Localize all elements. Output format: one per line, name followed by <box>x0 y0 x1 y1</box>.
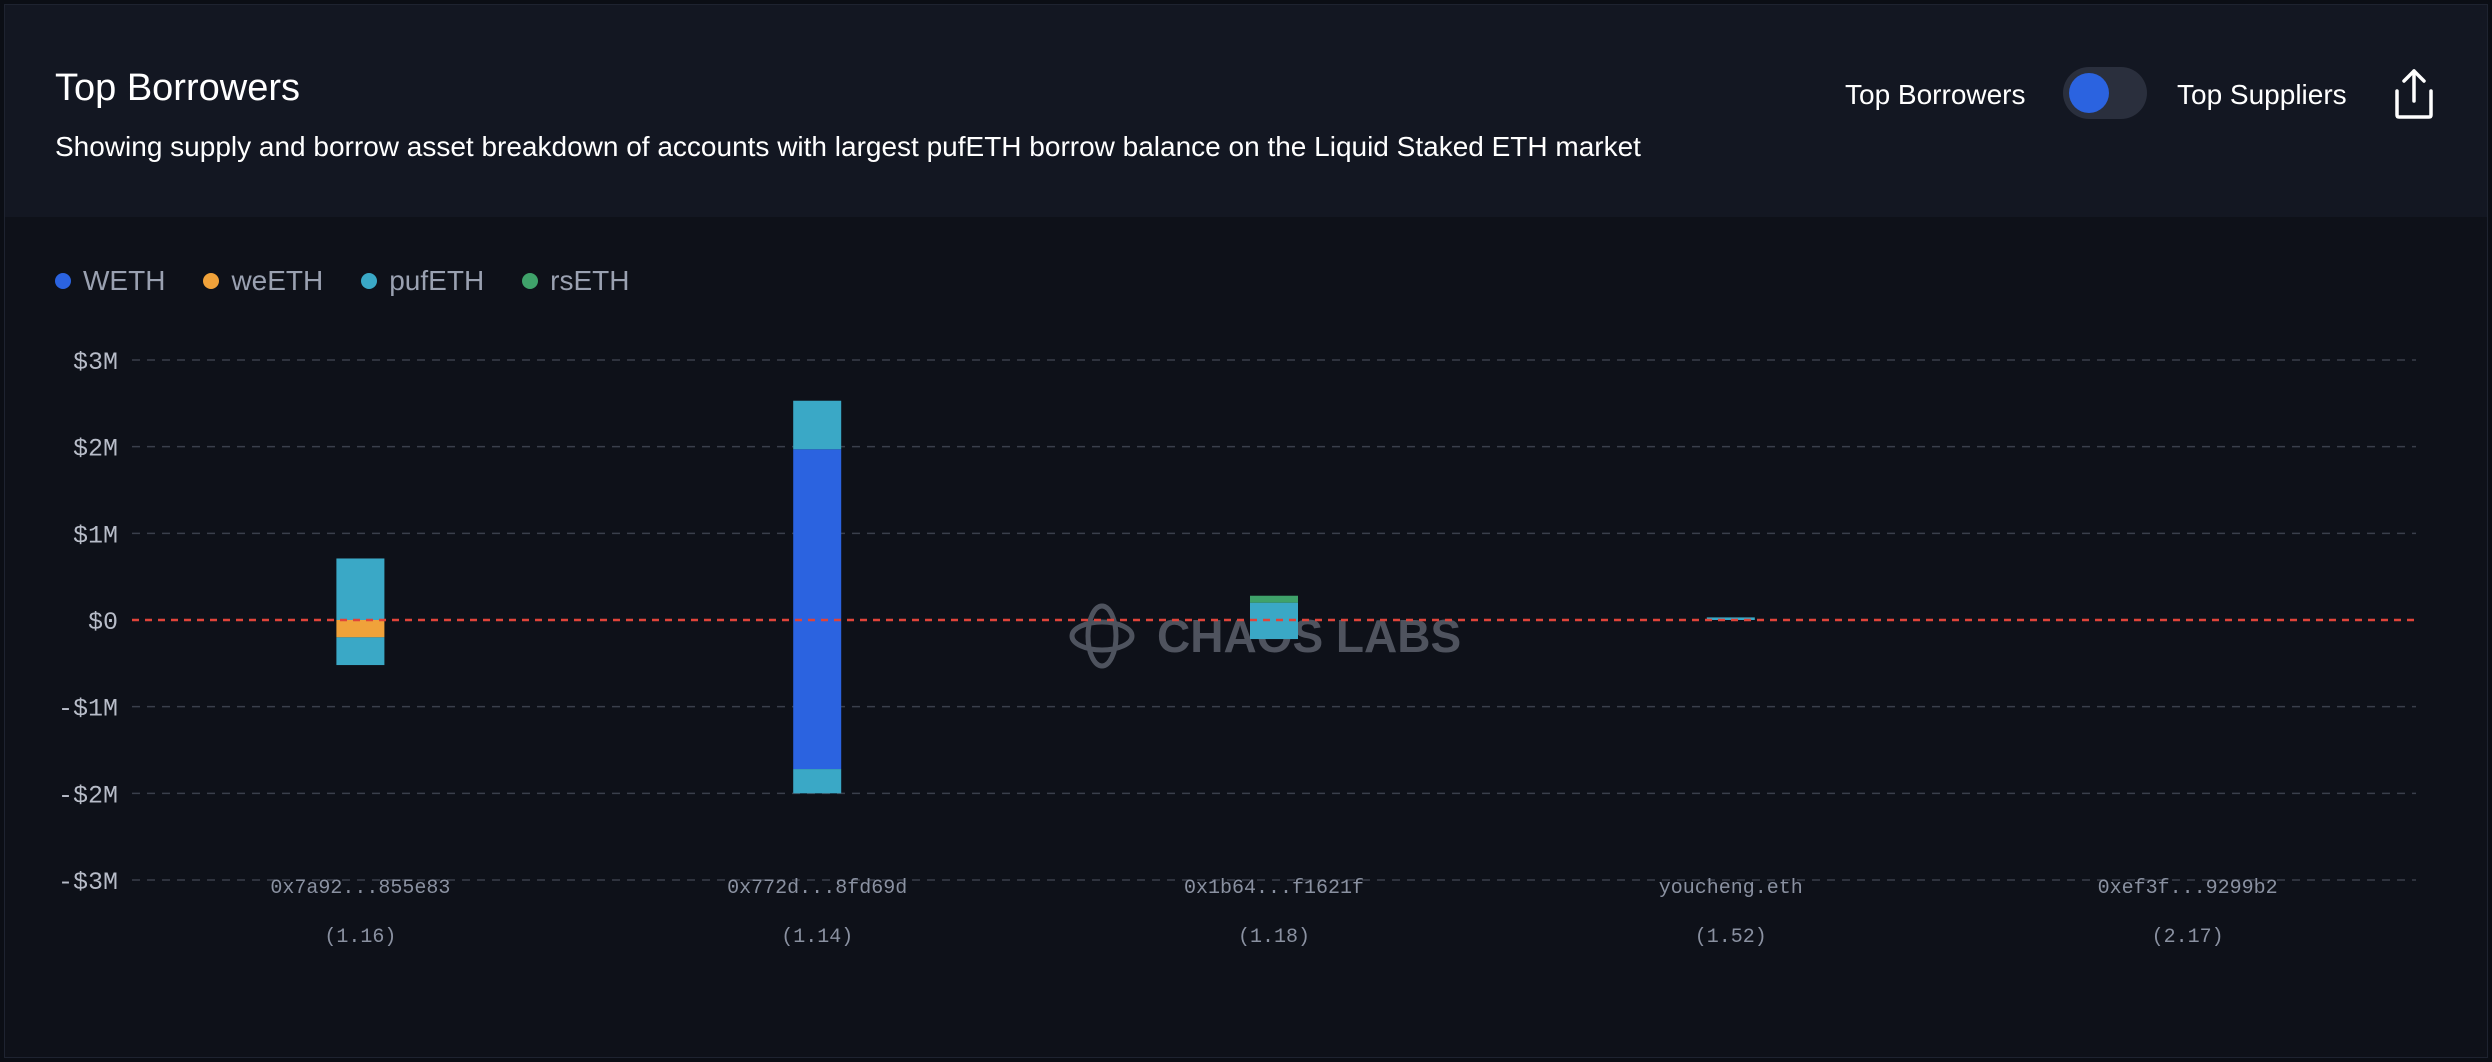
page-subtitle: Showing supply and borrow asset breakdow… <box>55 131 1641 162</box>
bar-segment-pufeth <box>793 400 842 450</box>
bar-segment-weeth-borrow <box>336 620 385 638</box>
legend-label: WETH <box>83 265 166 296</box>
legend-dot <box>361 273 378 289</box>
x-tick-label: 0xef3f...9299b2 <box>2098 877 2278 900</box>
x-tick-sublabel: (1.18) <box>1238 926 1310 949</box>
legend-item-rseth[interactable]: rsETH <box>522 265 630 297</box>
page-title: Top Borrowers <box>55 67 300 109</box>
legend-label: rsETH <box>550 265 630 296</box>
bar-segment-pufeth-borrow <box>1250 620 1298 640</box>
x-tick-sublabel: (1.14) <box>781 926 853 949</box>
borrowers-suppliers-toggle[interactable] <box>2063 67 2147 119</box>
chaos-labs-logo <box>1069 603 1135 669</box>
legend-item-weeth[interactable]: weETH <box>203 265 323 297</box>
legend-item-weth[interactable]: WETH <box>55 265 165 297</box>
x-tick-label: 0x7a92...855e83 <box>270 877 450 900</box>
y-tick-label: $3M <box>73 348 118 377</box>
y-tick-label: -$3M <box>58 868 118 897</box>
legend-label: weETH <box>231 265 324 296</box>
x-tick-sublabel: (1.52) <box>1695 926 1767 949</box>
y-tick-label: -$2M <box>58 781 118 810</box>
y-tick-label: -$1M <box>58 695 118 724</box>
watermark-text: CHAOS LABS <box>1157 610 1461 662</box>
bar-segment-pufeth <box>336 558 385 620</box>
bar-segment-pufeth-borrow <box>793 769 842 794</box>
legend-dot <box>203 273 220 289</box>
bar-segment-weth-borrow <box>793 620 842 770</box>
x-tick-label: 0x1b64...f1621f <box>1184 877 1364 900</box>
bar-segment-weth <box>793 449 842 620</box>
bar-segment-pufeth <box>1706 617 1755 620</box>
toggle-knob <box>2069 73 2109 113</box>
toggle-label-top-suppliers[interactable]: Top Suppliers <box>2177 79 2347 110</box>
y-tick-label: $2M <box>73 435 118 464</box>
toggle-label-top-borrowers[interactable]: Top Borrowers <box>1845 79 2026 110</box>
x-tick-label: 0x772d...8fd69d <box>727 877 907 900</box>
share-icon <box>2395 69 2433 119</box>
bar-segment-pufeth <box>1250 602 1298 620</box>
x-tick-sublabel: (1.16) <box>324 926 396 949</box>
y-tick-label: $0 <box>88 608 118 637</box>
share-button[interactable] <box>2389 67 2439 121</box>
y-tick-label: $1M <box>73 521 118 550</box>
x-tick-label: youcheng.eth <box>1659 877 1803 900</box>
legend-item-pufeth[interactable]: pufETH <box>361 265 484 297</box>
legend-dot <box>55 273 71 289</box>
legend-label: pufETH <box>389 265 485 296</box>
legend-dot <box>522 273 539 289</box>
x-tick-sublabel: (2.17) <box>2152 926 2224 949</box>
top-borrowers-card: Top Borrowers Showing supply and borrow … <box>4 4 2488 1058</box>
bar-segment-pufeth-borrow <box>336 637 385 666</box>
card-header: Top Borrowers Showing supply and borrow … <box>5 5 2487 217</box>
chart-legend: WETH weETH pufETH rsETH <box>55 265 630 297</box>
bar-segment-rseth <box>1250 595 1298 603</box>
